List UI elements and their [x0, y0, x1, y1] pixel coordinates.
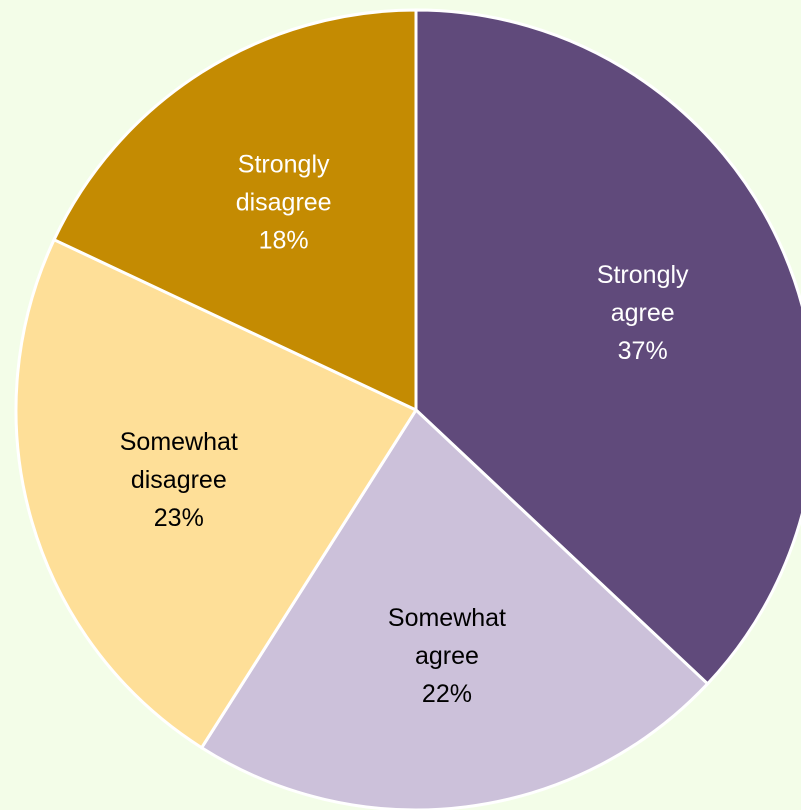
- slice-label-line1: Strongly: [238, 150, 330, 178]
- pie-slice-strongly-agree: [414, 8, 801, 686]
- pie-slice-strongly-disagree: [52, 8, 418, 412]
- pie-slices: [14, 8, 801, 810]
- pie-slice-somewhat-disagree: [14, 238, 418, 750]
- slice-label-strongly-disagree: Strongly disagree 18%: [236, 150, 332, 254]
- slice-label-percent: 18%: [259, 226, 309, 254]
- slice-label-strongly-agree: Strongly agree 37%: [597, 261, 689, 365]
- slice-label-line1: Somewhat: [388, 604, 506, 632]
- slice-label-line2: agree: [415, 642, 479, 670]
- slice-label-line2: disagree: [236, 188, 332, 216]
- slice-label-percent: 37%: [618, 337, 668, 365]
- slice-label-somewhat-agree: Somewhat agree 22%: [388, 604, 506, 708]
- slice-label-line1: Strongly: [597, 261, 689, 289]
- pie-slice-somewhat-agree: [200, 408, 710, 810]
- slice-label-line2: disagree: [131, 466, 227, 494]
- slice-label-percent: 23%: [154, 504, 204, 532]
- slice-label-somewhat-disagree: Somewhat disagree 23%: [120, 428, 238, 532]
- slice-label-line2: agree: [611, 299, 675, 327]
- slice-label-percent: 22%: [422, 680, 472, 708]
- pie-labels: Strongly agree 37%Somewhat agree 22%Somewhat…: [120, 150, 689, 708]
- slice-label-line1: Somewhat: [120, 428, 238, 456]
